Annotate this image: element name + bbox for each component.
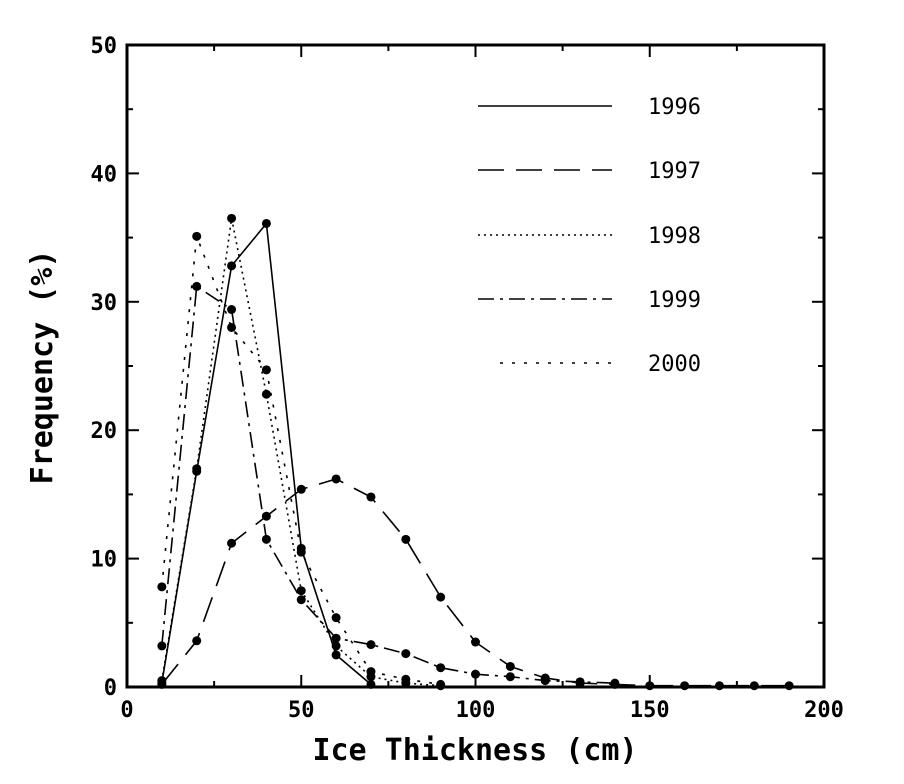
data-point-1997 [192,636,202,646]
series-points [157,213,794,691]
x-axis-ticks: 0 50 100 150 200 [120,45,844,723]
data-point-1997 [296,484,306,494]
data-point-1996 [366,679,376,689]
data-point-2000 [157,582,167,592]
data-point-1997 [436,592,446,602]
data-point-1997 [331,474,341,484]
legend-label-1998: 1998 [648,224,701,249]
x-tick-label: 150 [630,698,670,723]
data-point-2000 [296,547,306,557]
data-point-1997 [749,681,759,691]
legend-label-2000: 2000 [648,352,701,377]
plot-frame [125,43,826,689]
y-tick-label: 0 [104,676,117,701]
series-line-1997 [161,478,790,687]
series-line-2000 [161,236,441,686]
series-line-1998 [161,218,441,687]
data-point-1999 [296,595,306,605]
data-point-1999 [436,663,446,673]
data-point-1997 [261,511,271,521]
plot-area-border [125,43,826,689]
y-tick-label: 40 [91,162,118,187]
legend: 1996 1997 1998 1999 2000 [478,95,701,377]
data-point-1997 [645,681,655,691]
legend-label-1997: 1997 [648,159,701,184]
data-point-1999 [505,672,515,682]
y-tick-label: 30 [91,291,118,316]
x-axis-title: Ice Thickness (cm) [312,733,637,768]
data-point-2000 [331,613,341,623]
data-point-1998 [261,389,271,399]
data-point-1996 [261,218,271,228]
data-point-1998 [192,464,202,474]
data-point-1997 [366,492,376,502]
data-point-1996 [227,261,237,271]
data-point-1998 [296,586,306,596]
data-point-1997 [227,538,237,548]
data-point-1997 [401,534,411,544]
data-point-1999 [540,676,550,686]
series-line-1999 [161,284,615,684]
data-point-1997 [505,661,515,671]
data-point-1996 [331,650,341,660]
data-point-1999 [401,649,411,659]
data-point-1997 [680,681,690,691]
data-point-1997 [714,681,724,691]
data-point-1999 [331,633,341,643]
x-tick-label: 100 [456,698,496,723]
data-point-1997 [784,681,794,691]
y-axis-title: Frequency (%) [25,250,60,485]
data-point-2000 [366,667,376,677]
data-point-1999 [227,305,237,315]
data-point-1997 [471,637,480,647]
data-point-1999 [366,640,376,650]
data-point-1999 [261,534,271,544]
data-point-2000 [401,674,411,684]
data-point-1998 [331,641,341,651]
y-axis-ticks: 0 10 20 30 40 50 [91,34,824,701]
data-point-1999 [610,678,620,688]
x-tick-label: 0 [120,698,133,723]
data-point-2000 [227,322,237,332]
legend-label-1999: 1999 [648,288,701,313]
data-point-2000 [192,231,202,241]
data-point-1999 [575,677,585,687]
data-point-1999 [471,669,480,679]
x-tick-label: 200 [804,698,844,723]
x-tick-label: 50 [288,698,315,723]
data-point-2000 [261,365,271,375]
y-tick-label: 20 [91,419,118,444]
y-tick-label: 10 [91,548,118,573]
data-point-1999 [192,281,202,291]
data-point-2000 [436,679,446,689]
data-point-1998 [157,676,167,686]
y-tick-label: 50 [91,34,118,59]
legend-label-1996: 1996 [648,95,701,120]
data-point-1999 [157,641,167,651]
data-point-1998 [227,213,237,223]
